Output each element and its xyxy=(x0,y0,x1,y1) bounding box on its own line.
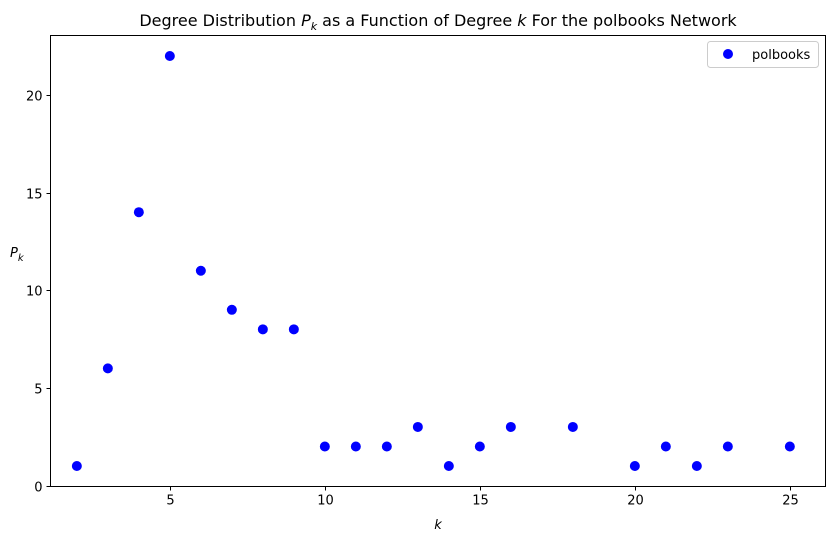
y-tick-label: 15 xyxy=(26,188,43,203)
chart-title-part-3: For the polbooks Network xyxy=(527,11,738,30)
chart-title: Degree Distribution Pk as a Function of … xyxy=(139,11,737,33)
y-tick-label: 10 xyxy=(26,285,43,300)
data-point xyxy=(722,441,733,452)
data-point xyxy=(164,51,175,61)
legend-marker-polbooks xyxy=(723,49,733,59)
y-tick-label: 20 xyxy=(26,90,43,105)
chart-title-part-1: Degree Distribution xyxy=(139,11,301,30)
data-point xyxy=(195,265,206,276)
y-axis-ticks: 0 5 10 15 20 xyxy=(26,90,51,496)
data-point xyxy=(319,441,330,452)
y-tick-label: 0 xyxy=(34,481,42,496)
y-axis-label-subscript: k xyxy=(18,253,25,264)
y-axis-label-main: P xyxy=(10,246,18,261)
x-tick-label: 10 xyxy=(317,494,334,509)
chart-title-var: P xyxy=(301,11,311,30)
legend-label-polbooks: polbooks xyxy=(752,48,811,63)
data-point xyxy=(567,421,578,432)
data-point xyxy=(505,421,516,432)
data-point xyxy=(691,461,702,471)
data-point xyxy=(102,363,113,374)
x-axis-label: k xyxy=(434,518,442,533)
data-point xyxy=(629,461,640,471)
data-point xyxy=(381,441,392,452)
scatter-series-polbooks xyxy=(71,51,795,471)
data-point xyxy=(443,461,454,471)
data-point xyxy=(226,304,237,315)
x-tick-label: 15 xyxy=(472,494,489,509)
legend-box xyxy=(707,41,819,68)
y-axis-label: Pk xyxy=(10,246,25,264)
data-point xyxy=(412,421,423,432)
plot-area xyxy=(50,35,826,487)
data-point xyxy=(350,441,361,452)
data-point xyxy=(71,461,82,471)
x-tick-label: 5 xyxy=(166,494,174,509)
legend: polbooks xyxy=(707,41,819,68)
y-tick-label: 5 xyxy=(34,383,42,398)
data-point xyxy=(133,207,144,218)
x-tick-label: 20 xyxy=(627,494,644,509)
chart-title-var-subscript: k xyxy=(311,20,318,33)
data-point xyxy=(257,324,268,335)
chart-title-var2: k xyxy=(517,11,527,30)
x-tick-label: 25 xyxy=(782,494,799,509)
data-point xyxy=(784,441,795,452)
chart-title-part-2: as a Function of Degree xyxy=(317,11,517,30)
data-point xyxy=(288,324,299,335)
data-point xyxy=(660,441,671,452)
x-axis-ticks: 5 10 15 20 25 xyxy=(166,486,799,509)
data-point xyxy=(474,441,485,452)
